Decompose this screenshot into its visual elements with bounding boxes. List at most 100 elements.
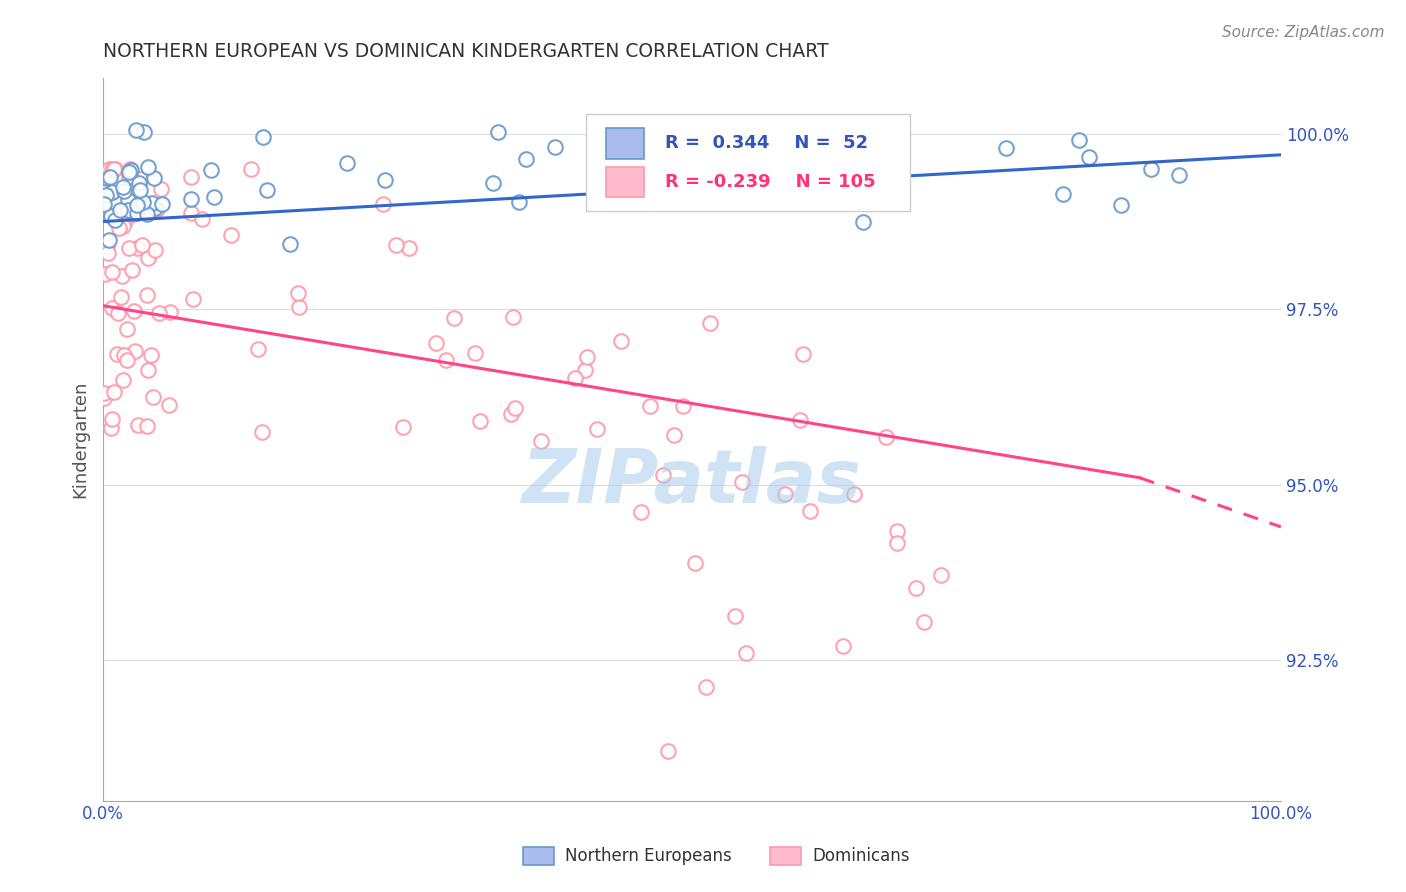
Point [695, 681, 717, 695]
Point [105, 347, 128, 361]
Point [98, 183, 121, 197]
Point [731, 475, 754, 490]
Point [374, 173, 396, 187]
Point [683, 557, 706, 571]
Text: R = -0.239    N = 105: R = -0.239 N = 105 [665, 173, 876, 191]
Point [488, 125, 510, 139]
Point [124, 344, 146, 359]
Point [101, 412, 124, 426]
Point [117, 202, 139, 217]
Point [544, 139, 567, 153]
Point [101, 301, 124, 316]
Point [110, 290, 132, 304]
Point [443, 310, 465, 325]
Point [127, 198, 149, 212]
Point [101, 186, 124, 200]
Point [591, 182, 613, 196]
Point [912, 615, 935, 629]
Point [181, 292, 204, 306]
Point [136, 363, 159, 377]
Point [112, 184, 135, 198]
Point [141, 195, 163, 210]
Point [773, 487, 796, 501]
Point [135, 205, 157, 219]
FancyBboxPatch shape [606, 167, 644, 197]
Point [124, 123, 146, 137]
Point [117, 194, 139, 208]
Y-axis label: Kindergarten: Kindergarten [72, 380, 89, 498]
Point [652, 468, 675, 483]
Point [180, 169, 202, 184]
Point [734, 647, 756, 661]
Point [1067, 133, 1090, 147]
Point [118, 241, 141, 255]
Point [103, 161, 125, 176]
Text: ZIPatlas: ZIPatlas [522, 446, 862, 519]
Point [662, 428, 685, 442]
Point [425, 336, 447, 351]
Point [132, 202, 155, 216]
Point [278, 236, 301, 251]
Point [499, 407, 522, 421]
Point [132, 195, 155, 210]
Point [252, 130, 274, 145]
Point [336, 155, 359, 169]
Point [142, 390, 165, 404]
Point [96, 188, 118, 202]
Point [886, 524, 908, 538]
Point [128, 176, 150, 190]
Point [129, 171, 152, 186]
Point [115, 353, 138, 368]
Point [139, 348, 162, 362]
Point [1109, 198, 1132, 212]
Point [118, 161, 141, 176]
Text: Source: ZipAtlas.com: Source: ZipAtlas.com [1222, 25, 1385, 40]
Point [574, 362, 596, 376]
Point [97, 186, 120, 200]
Point [610, 334, 633, 349]
Point [132, 125, 155, 139]
Point [530, 434, 553, 449]
Point [100, 421, 122, 435]
Text: Dominicans: Dominicans [813, 847, 910, 865]
Point [111, 269, 134, 284]
FancyBboxPatch shape [606, 128, 644, 159]
Point [1052, 187, 1074, 202]
Point [93, 197, 115, 211]
Point [1167, 169, 1189, 183]
Point [103, 384, 125, 399]
Point [250, 425, 273, 439]
Point [699, 316, 721, 330]
Point [671, 399, 693, 413]
Point [221, 228, 243, 243]
Point [385, 238, 408, 252]
Point [101, 186, 124, 200]
Point [136, 160, 159, 174]
Point [120, 163, 142, 178]
Point [391, 420, 413, 434]
Point [112, 347, 135, 361]
Point [101, 265, 124, 279]
Point [122, 303, 145, 318]
Point [117, 322, 139, 336]
Point [287, 301, 309, 315]
Point [508, 195, 530, 210]
Point [136, 206, 159, 220]
Point [108, 203, 131, 218]
Point [93, 386, 115, 401]
Point [114, 214, 136, 228]
Point [657, 744, 679, 758]
Point [564, 370, 586, 384]
Point [503, 401, 526, 416]
Point [104, 213, 127, 227]
Point [136, 251, 159, 265]
Point [148, 306, 170, 320]
Point [125, 241, 148, 255]
Point [96, 240, 118, 254]
Point [239, 161, 262, 176]
Point [131, 237, 153, 252]
Point [373, 197, 395, 211]
Point [180, 192, 202, 206]
Point [1078, 150, 1101, 164]
Point [995, 141, 1018, 155]
